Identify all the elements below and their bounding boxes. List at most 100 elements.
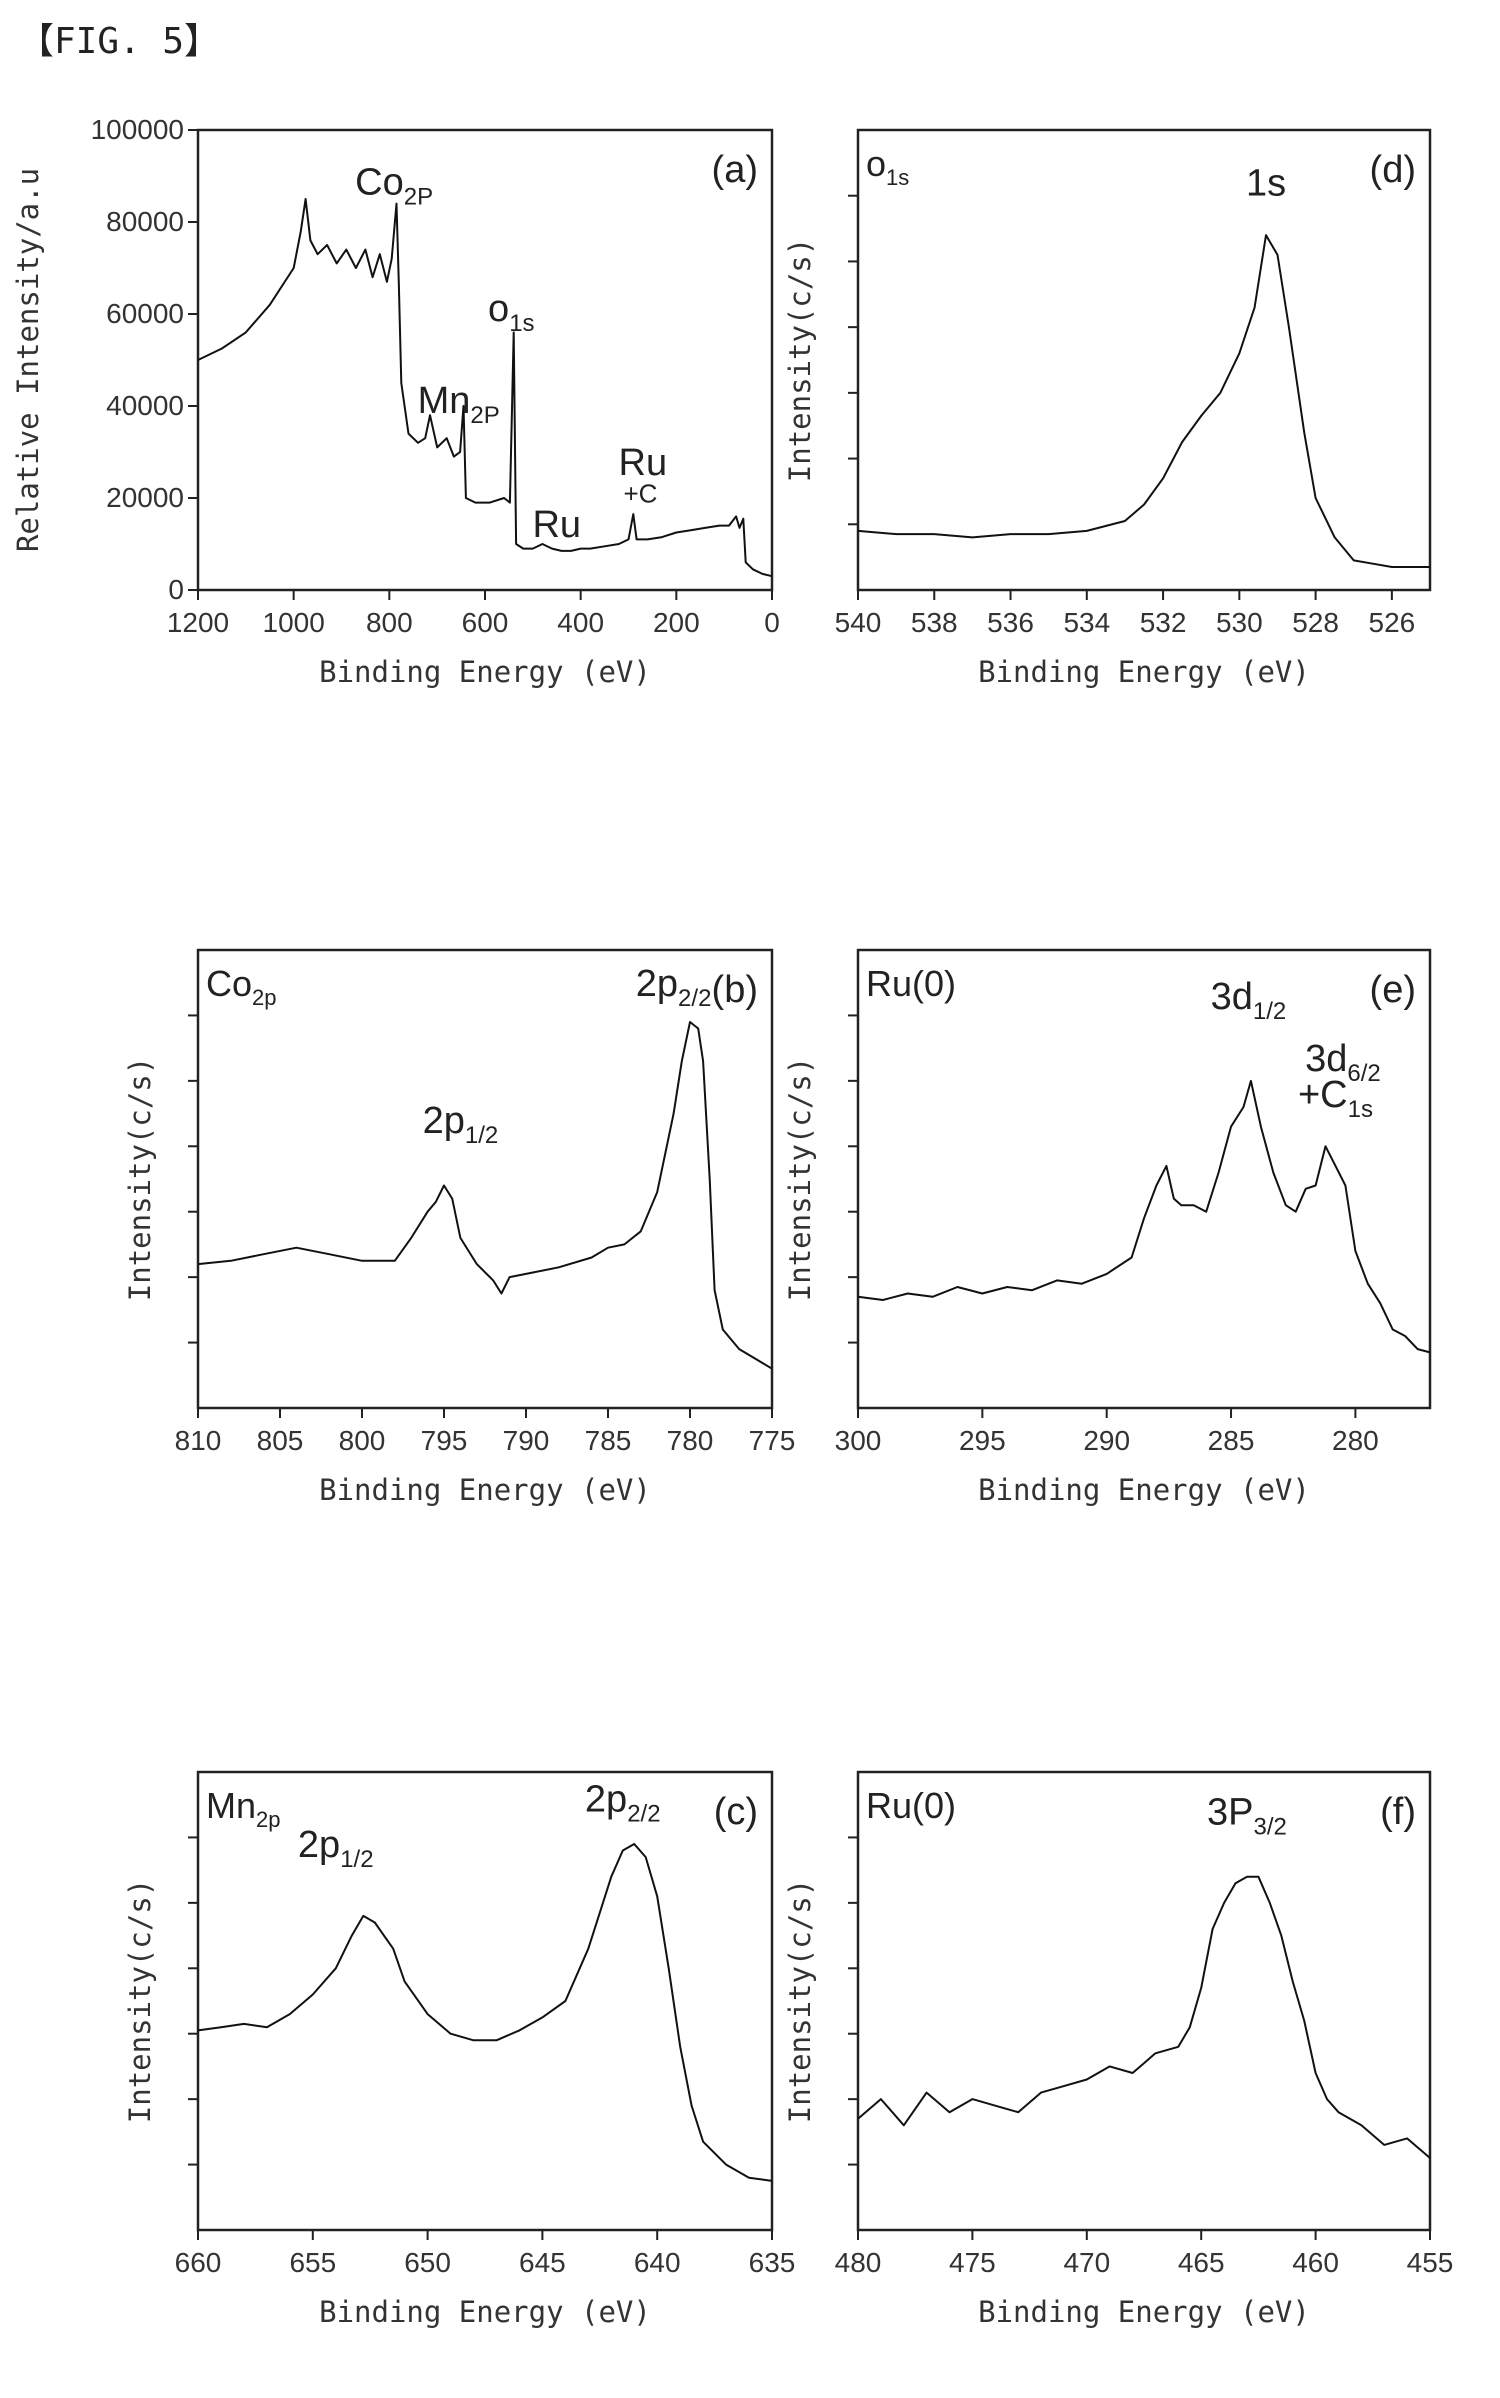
y-tick-label: 60000	[106, 298, 184, 329]
spectrum-line	[858, 1877, 1430, 2158]
panel-b-co2p-spectrum: 810 805 800 795 790 785 780 775 Binding Energy (…	[123, 950, 795, 1507]
x-tick-label: 635	[749, 2247, 796, 2278]
y-axis-title: Intensity(c/s)	[123, 1057, 157, 1301]
x-tick-label: 532	[1140, 607, 1187, 638]
panel-e-ru3d-spectrum: 300 295 290 285 280 Binding Energy (eV) Intens…	[783, 950, 1430, 1507]
x-tick-label: 795	[421, 1425, 468, 1456]
peak-annotation: 3P3/2	[1207, 1791, 1287, 1840]
plot-frame	[198, 130, 772, 590]
peak-annotation: 3d1/2	[1211, 976, 1287, 1025]
corner-label: Co2p	[206, 963, 277, 1010]
spectrum-line	[198, 1022, 772, 1369]
x-tick-label: 645	[519, 2247, 566, 2278]
peak-annotation: 2p1/2	[298, 1824, 374, 1873]
x-tick-label: 785	[585, 1425, 632, 1456]
x-tick-label: 780	[667, 1425, 714, 1456]
panel-f-ru3p-spectrum: 480 475 470 465 460 455 Binding Energy (eV) Int…	[783, 1772, 1453, 2329]
plot-frame	[198, 950, 772, 1408]
peak-annotation: Ru	[532, 504, 581, 546]
x-axis-title: Binding Energy (eV)	[319, 655, 651, 689]
x-tick-label: 1200	[167, 607, 229, 638]
spectrum-line	[198, 1844, 772, 2181]
y-tick-label: 40000	[106, 390, 184, 421]
y-axis-title: Intensity(c/s)	[783, 238, 817, 482]
x-tick-label: 465	[1178, 2247, 1225, 2278]
x-tick-label: 650	[404, 2247, 451, 2278]
x-axis-title: Binding Energy (eV)	[978, 1473, 1310, 1507]
y-tick-label: 100000	[91, 114, 184, 145]
x-tick-label: 526	[1369, 607, 1416, 638]
peak-annotation: Mn2P	[418, 380, 500, 429]
panel-label: (d)	[1370, 149, 1416, 191]
plot-frame	[858, 1772, 1430, 2230]
panel-label: (e)	[1370, 969, 1416, 1011]
x-tick-label: 660	[175, 2247, 222, 2278]
peak-annotation: 2p1/2	[423, 1100, 499, 1149]
x-tick-label: 640	[634, 2247, 681, 2278]
panel-label: (f)	[1380, 1791, 1416, 1833]
panel-label: (b)	[712, 969, 758, 1011]
x-tick-label: 528	[1292, 607, 1339, 638]
x-tick-label: 540	[835, 607, 882, 638]
y-axis-title: Intensity(c/s)	[123, 1879, 157, 2123]
x-tick-label: 805	[257, 1425, 304, 1456]
corner-label: Ru(0)	[866, 1785, 956, 1826]
y-axis-title: Intensity(c/s)	[783, 1057, 817, 1301]
x-tick-label: 810	[175, 1425, 222, 1456]
plot-frame	[858, 950, 1430, 1408]
corner-label: Ru(0)	[866, 963, 956, 1004]
panel-label: (c)	[714, 1791, 758, 1833]
y-tick-label: 0	[168, 574, 184, 605]
corner-label: o1s	[866, 143, 909, 190]
peak-annotation: Co2P	[355, 161, 433, 210]
x-tick-label: 600	[462, 607, 509, 638]
x-tick-label: 300	[835, 1425, 882, 1456]
peak-annotation: 2p2/2	[636, 963, 712, 1012]
x-axis-title: Binding Energy (eV)	[319, 1473, 651, 1507]
spectrum-line	[198, 199, 772, 576]
panel-label: (a)	[712, 149, 758, 191]
x-tick-label: 790	[503, 1425, 550, 1456]
panel-c-mn2p-spectrum: 660 655 650 645 640 635 Binding Energy (eV) Int…	[123, 1772, 795, 2329]
x-tick-label: 534	[1063, 607, 1110, 638]
y-tick-label: 20000	[106, 482, 184, 513]
corner-label: Mn2p	[206, 1785, 281, 1832]
peak-annotation: 2p2/2	[585, 1778, 661, 1827]
x-axis-title: Binding Energy (eV)	[978, 2295, 1310, 2329]
plot-frame	[858, 130, 1430, 590]
plot-frame	[198, 1772, 772, 2230]
x-tick-label: 800	[339, 1425, 386, 1456]
panel-d-o1s-spectrum: 540 538 536 534 532 530 528 526 Binding Energy (…	[783, 130, 1430, 689]
x-tick-label: 0	[764, 607, 780, 638]
x-tick-label: 800	[366, 607, 413, 638]
panel-a-survey-spectrum: 1200100080060040020000200004000060000800…	[11, 114, 780, 689]
x-tick-label: 470	[1063, 2247, 1110, 2278]
x-tick-label: 1000	[263, 607, 325, 638]
x-tick-label: 460	[1292, 2247, 1339, 2278]
x-tick-label: 290	[1083, 1425, 1130, 1456]
x-tick-label: 530	[1216, 607, 1263, 638]
x-tick-label: 455	[1407, 2247, 1454, 2278]
x-tick-label: 285	[1208, 1425, 1255, 1456]
peak-annotation: +C	[623, 479, 657, 509]
spectrum-line	[858, 1081, 1430, 1353]
x-tick-label: 538	[911, 607, 958, 638]
x-tick-label: 475	[949, 2247, 996, 2278]
x-tick-label: 280	[1332, 1425, 1379, 1456]
y-tick-label: 80000	[106, 206, 184, 237]
x-tick-label: 295	[959, 1425, 1006, 1456]
x-tick-label: 480	[835, 2247, 882, 2278]
y-axis-title: Intensity(c/s)	[783, 1879, 817, 2123]
x-tick-label: 200	[653, 607, 700, 638]
x-tick-label: 536	[987, 607, 1034, 638]
spectrum-line	[858, 235, 1430, 567]
x-axis-title: Binding Energy (eV)	[319, 2295, 651, 2329]
x-axis-title: Binding Energy (eV)	[978, 655, 1310, 689]
x-tick-label: 775	[749, 1425, 796, 1456]
peak-annotation: o1s	[488, 288, 535, 337]
x-tick-label: 400	[557, 607, 604, 638]
x-tick-label: 655	[289, 2247, 336, 2278]
peak-annotation: 1s	[1246, 163, 1286, 205]
y-axis-title: Relative Intensity/a.u	[11, 168, 45, 552]
